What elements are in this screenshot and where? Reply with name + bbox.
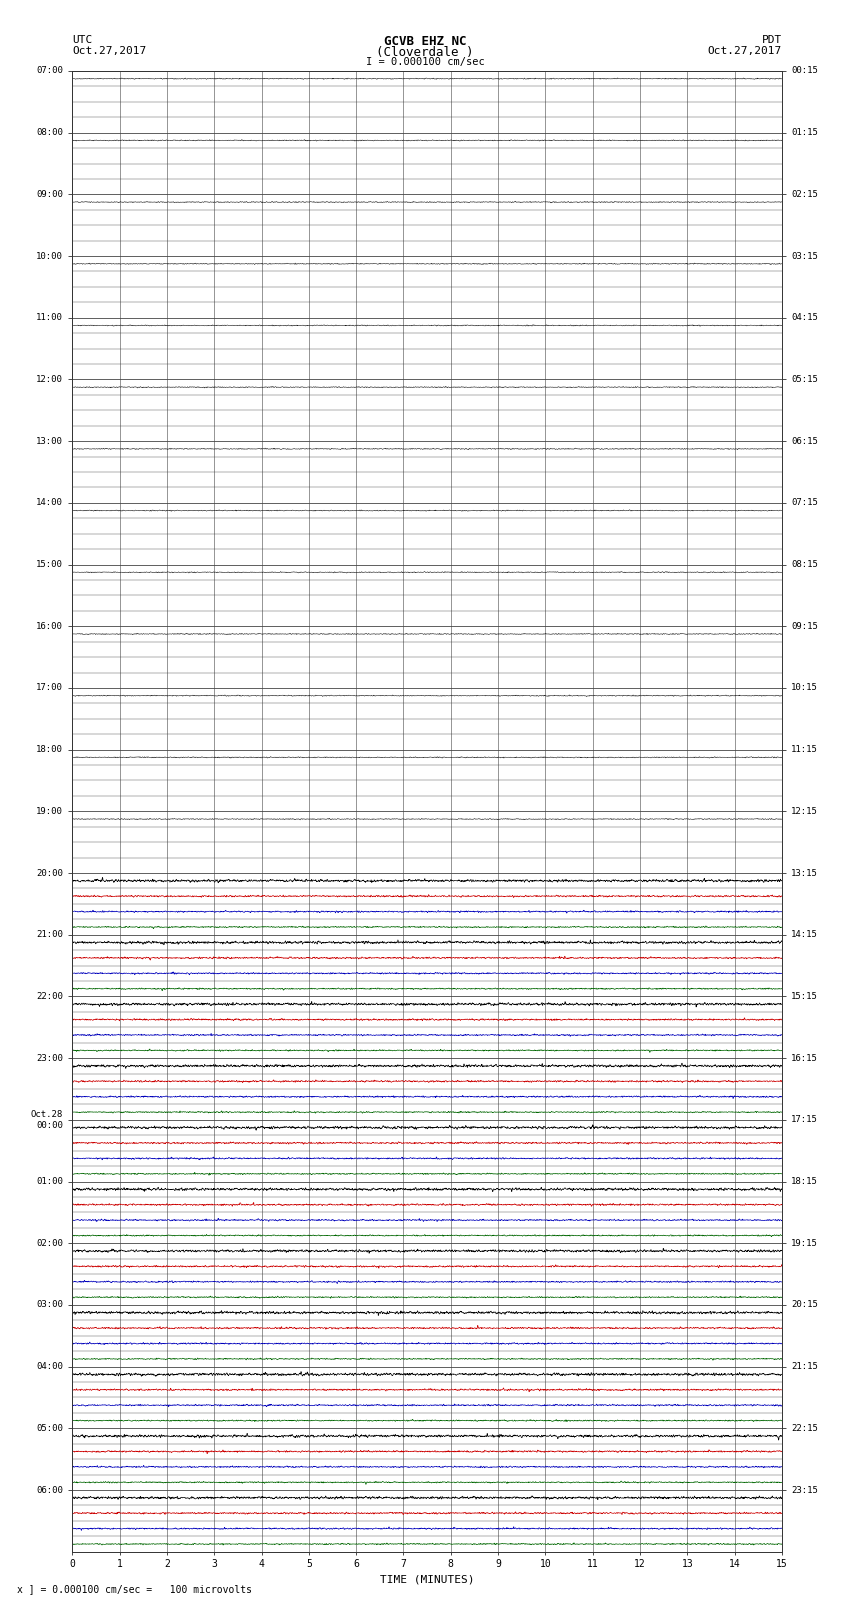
Text: GCVB EHZ NC: GCVB EHZ NC xyxy=(383,35,467,48)
Text: (Cloverdale ): (Cloverdale ) xyxy=(377,45,473,60)
X-axis label: TIME (MINUTES): TIME (MINUTES) xyxy=(380,1574,474,1586)
Text: PDT: PDT xyxy=(762,35,782,45)
Text: Oct.27,2017: Oct.27,2017 xyxy=(72,45,146,56)
Text: Oct.27,2017: Oct.27,2017 xyxy=(708,45,782,56)
Text: x ] = 0.000100 cm/sec =   100 microvolts: x ] = 0.000100 cm/sec = 100 microvolts xyxy=(17,1584,252,1594)
Text: UTC: UTC xyxy=(72,35,93,45)
Text: I = 0.000100 cm/sec: I = 0.000100 cm/sec xyxy=(366,58,484,68)
